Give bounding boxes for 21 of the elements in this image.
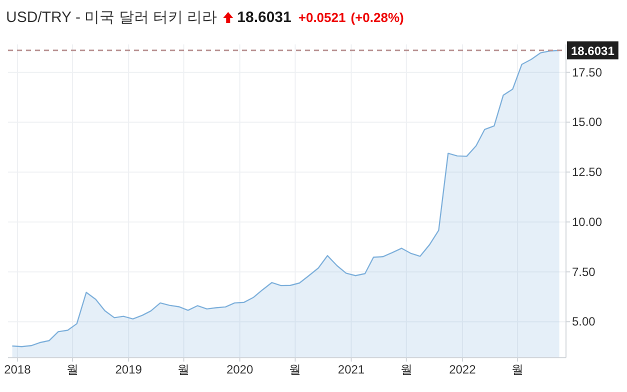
y-tick-label: 7.50	[572, 264, 596, 279]
x-tick-label: 월	[512, 362, 524, 377]
x-tick-label: 2018	[4, 362, 32, 377]
chart-title: USD/TRY - 미국 달러 터키 리라	[6, 9, 218, 26]
ref-line-label: 18.6031	[571, 44, 615, 58]
x-tick-label: 월	[289, 362, 302, 377]
y-tick-label: 10.00	[572, 214, 602, 229]
x-tick-label: 2022	[449, 362, 476, 377]
x-tick-label: 월	[178, 362, 190, 377]
x-tick-label: 월	[400, 362, 412, 377]
y-tick-label: 15.00	[572, 115, 602, 130]
x-tick-label: 2019	[115, 362, 142, 377]
y-tick-label: 17.50	[572, 65, 602, 80]
text: 18.6031	[237, 9, 292, 26]
text: +0.0521	[298, 10, 346, 25]
y-tick-label: 5.00	[572, 314, 596, 329]
x-tick-label: 2021	[338, 362, 365, 377]
y-tick-label: 12.50	[572, 165, 602, 180]
x-tick-label: 2020	[226, 362, 254, 377]
text: (+0.28%)	[350, 10, 404, 25]
x-tick-label: 월	[66, 362, 79, 377]
